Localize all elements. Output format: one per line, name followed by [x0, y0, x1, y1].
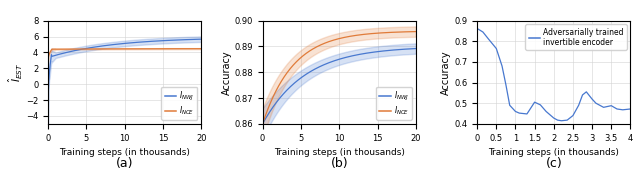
Legend: $I_{NWJ}$, $I_{NCE}$: $I_{NWJ}$, $I_{NCE}$: [161, 87, 198, 120]
Legend: $I_{NWJ}$, $I_{NCE}$: $I_{NWJ}$, $I_{NCE}$: [376, 87, 412, 120]
Y-axis label: $\hat{I}_{EST}$: $\hat{I}_{EST}$: [6, 63, 24, 82]
X-axis label: Training steps (in thousands): Training steps (in thousands): [274, 148, 404, 157]
Text: (c): (c): [545, 157, 562, 170]
Legend: Adversarially trained
invertible encoder: Adversarially trained invertible encoder: [525, 24, 627, 50]
X-axis label: Training steps (in thousands): Training steps (in thousands): [59, 148, 190, 157]
X-axis label: Training steps (in thousands): Training steps (in thousands): [488, 148, 620, 157]
Text: (b): (b): [330, 157, 348, 170]
Y-axis label: Accuracy: Accuracy: [221, 50, 232, 95]
Text: (a): (a): [116, 157, 133, 170]
Y-axis label: Accuracy: Accuracy: [442, 50, 451, 95]
